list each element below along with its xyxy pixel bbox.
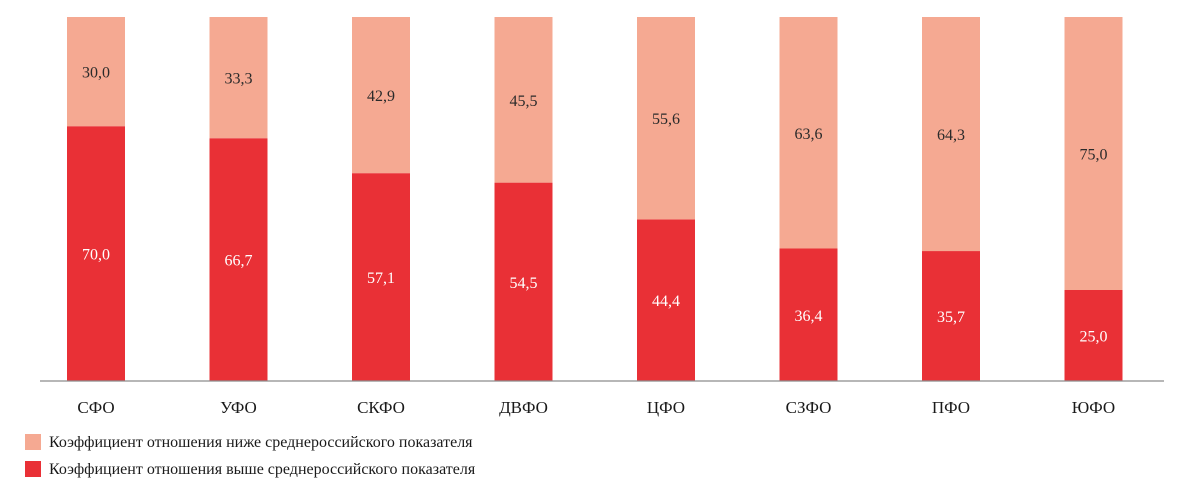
bar-segment-above-6 — [779, 248, 838, 381]
legend-label-below: Коэффициент отношения ниже среднероссийс… — [49, 434, 473, 451]
bar-segment-below-3 — [352, 17, 410, 174]
category-label-4: ДВФО — [499, 398, 548, 417]
bar-segment-below-1 — [67, 17, 125, 127]
value-label-below-5: 55,6 — [652, 111, 680, 128]
category-label-5: ЦФО — [647, 398, 685, 417]
value-label-below-8: 75,0 — [1080, 147, 1108, 164]
bar-segment-above-1 — [67, 126, 125, 381]
legend-swatch-above — [25, 461, 41, 477]
value-label-below-3: 42,9 — [367, 88, 395, 105]
category-label-3: СКФО — [357, 398, 405, 417]
bar-segment-below-6 — [779, 17, 838, 249]
bar-segment-above-4 — [494, 182, 553, 381]
bar-segment-above-8 — [1064, 290, 1123, 381]
legend: Коэффициент отношения ниже среднероссийс… — [25, 434, 476, 478]
bar-segment-above-7 — [922, 251, 980, 381]
bar-segment-below-7 — [922, 17, 980, 252]
category-label-1: СФО — [77, 398, 114, 417]
bar-segment-below-4 — [494, 17, 553, 183]
bar-segment-above-2 — [209, 138, 268, 381]
bar-segment-below-8 — [1064, 17, 1123, 290]
bars-layer: 70,0 30,0 66,7 33,3 57,1 42,9 54,5 45,5 44,4 55,6… — [67, 17, 1123, 381]
value-label-above-3: 57,1 — [367, 270, 395, 287]
value-label-above-8: 25,0 — [1080, 329, 1108, 346]
category-labels: СФО УФО СКФО ДВФО ЦФО СЗФО ПФО ЮФО — [77, 398, 1115, 417]
value-label-below-7: 64,3 — [937, 127, 965, 144]
category-label-2: УФО — [220, 398, 257, 417]
bar-segment-below-2 — [209, 17, 268, 139]
bar-segment-above-3 — [352, 173, 410, 381]
value-label-below-6: 63,6 — [795, 126, 823, 143]
bar-segment-above-5 — [637, 219, 695, 381]
legend-swatch-below — [25, 434, 41, 450]
value-label-above-2: 66,7 — [225, 253, 253, 270]
value-label-above-1: 70,0 — [82, 247, 110, 264]
value-label-above-5: 44,4 — [652, 293, 680, 310]
bar-segment-below-5 — [637, 17, 695, 220]
value-label-above-4: 54,5 — [510, 275, 538, 292]
value-label-above-6: 36,4 — [795, 308, 823, 325]
category-label-8: ЮФО — [1072, 398, 1115, 417]
category-label-6: СЗФО — [786, 398, 832, 417]
category-label-7: ПФО — [932, 398, 970, 417]
legend-label-above: Коэффициент отношения выше среднероссийс… — [49, 461, 476, 478]
value-label-below-2: 33,3 — [225, 71, 253, 88]
value-label-above-7: 35,7 — [937, 309, 965, 326]
value-label-below-1: 30,0 — [82, 65, 110, 82]
value-label-below-4: 45,5 — [510, 93, 538, 110]
